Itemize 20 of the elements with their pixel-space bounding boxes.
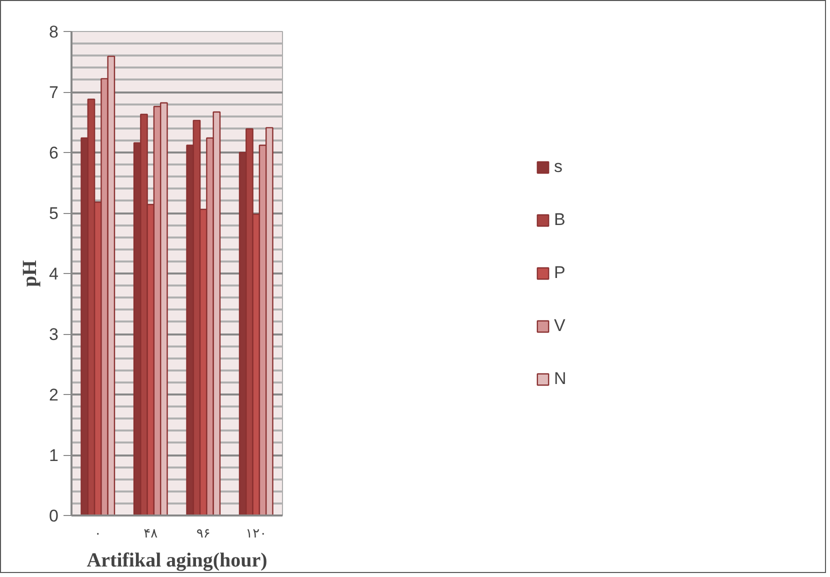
legend-label: V	[554, 316, 566, 336]
y-tick-label: 0	[49, 506, 59, 526]
y-tick-label: 6	[49, 144, 59, 162]
y-tick-label: 2	[49, 386, 59, 404]
y-tick-label: 8	[49, 22, 59, 42]
x-axis-title: Artifikal aging(hour)	[86, 550, 268, 572]
legend-label: N	[554, 369, 568, 389]
y-tick-label: 4	[49, 264, 59, 284]
y-tick-label: 7	[49, 83, 59, 102]
y-tick-label: 3	[49, 325, 59, 344]
x-tick-label: ۰	[94, 526, 102, 542]
y-tick-label: 5	[49, 204, 59, 223]
legend-label: B	[554, 210, 566, 230]
x-tick-label: ۱۲۰	[246, 526, 267, 542]
x-tick-label: ۴۸	[144, 526, 158, 542]
y-axis-title: pH	[19, 260, 42, 287]
x-tick-label: ۹۶	[196, 526, 210, 542]
legend-label: s	[554, 157, 564, 177]
legend-label: P	[554, 263, 566, 283]
y-tick-label: 1	[49, 446, 59, 465]
